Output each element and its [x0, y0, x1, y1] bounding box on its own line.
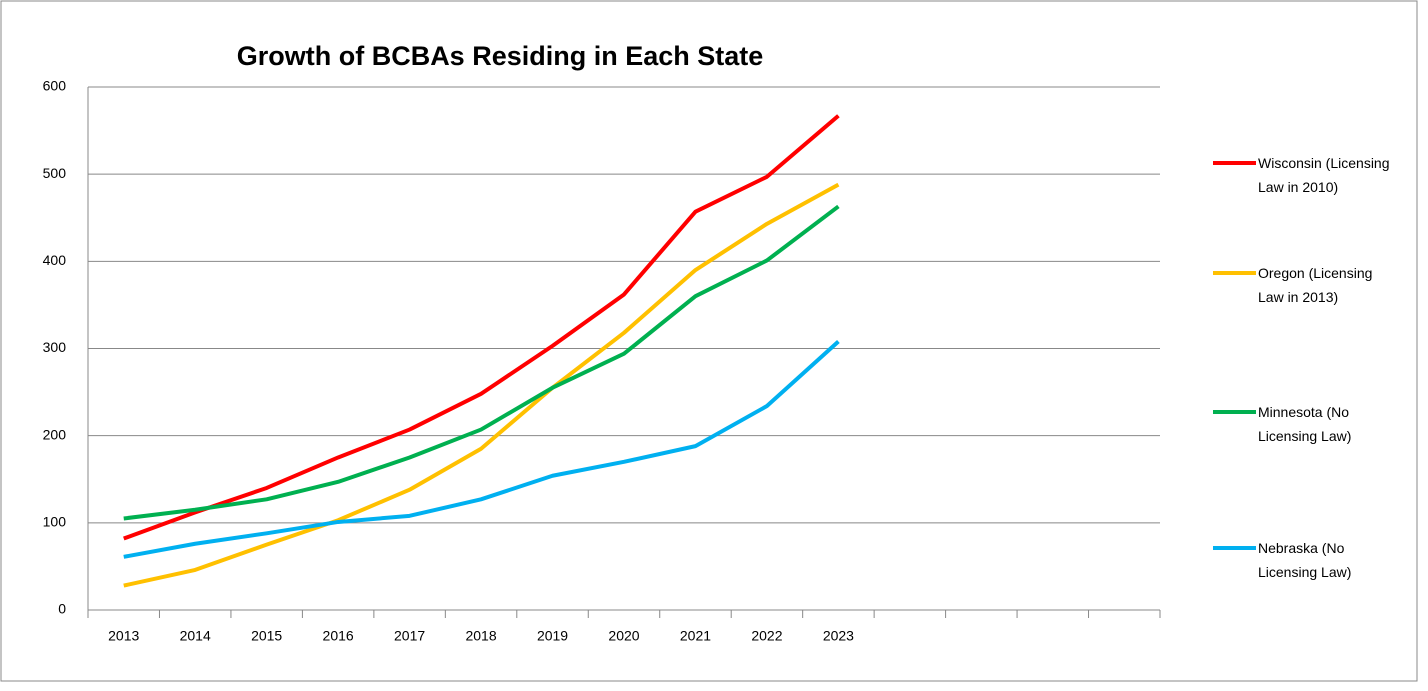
y-tick-label: 0 — [58, 601, 66, 617]
legend-label: Nebraska (No Licensing Law) — [1258, 540, 1352, 580]
x-tick-label: 2019 — [537, 628, 568, 644]
y-tick-label: 100 — [43, 514, 67, 530]
series-line — [123, 182, 840, 588]
x-tick-label: 2020 — [608, 628, 639, 644]
chart-title: Growth of BCBAs Residing in Each State — [237, 41, 764, 71]
y-tick-label: 300 — [43, 339, 67, 355]
x-tick-label: 2017 — [394, 628, 425, 644]
x-tick-label: 2023 — [823, 628, 854, 644]
y-tick-label: 600 — [43, 78, 67, 94]
legend-label: Minnesota (No Licensing Law) — [1258, 404, 1352, 444]
y-tick-label: 500 — [43, 165, 67, 181]
x-tick-label: 2014 — [180, 628, 211, 644]
x-tick-label: 2022 — [751, 628, 782, 644]
series-line — [123, 340, 840, 559]
legend-label: Oregon (Licensing Law in 2013) — [1258, 265, 1373, 305]
x-tick-label: 2021 — [680, 628, 711, 644]
x-tick-label: 2013 — [108, 628, 139, 644]
series-line — [123, 204, 840, 521]
y-tick-label: 400 — [43, 252, 67, 268]
x-tick-label: 2018 — [465, 628, 496, 644]
x-tick-label: 2016 — [323, 628, 354, 644]
x-tick-label: 2015 — [251, 628, 282, 644]
y-tick-label: 200 — [43, 426, 67, 442]
legend-label: Wisconsin (Licensing Law in 2010) — [1258, 155, 1390, 195]
series-line — [123, 114, 840, 541]
